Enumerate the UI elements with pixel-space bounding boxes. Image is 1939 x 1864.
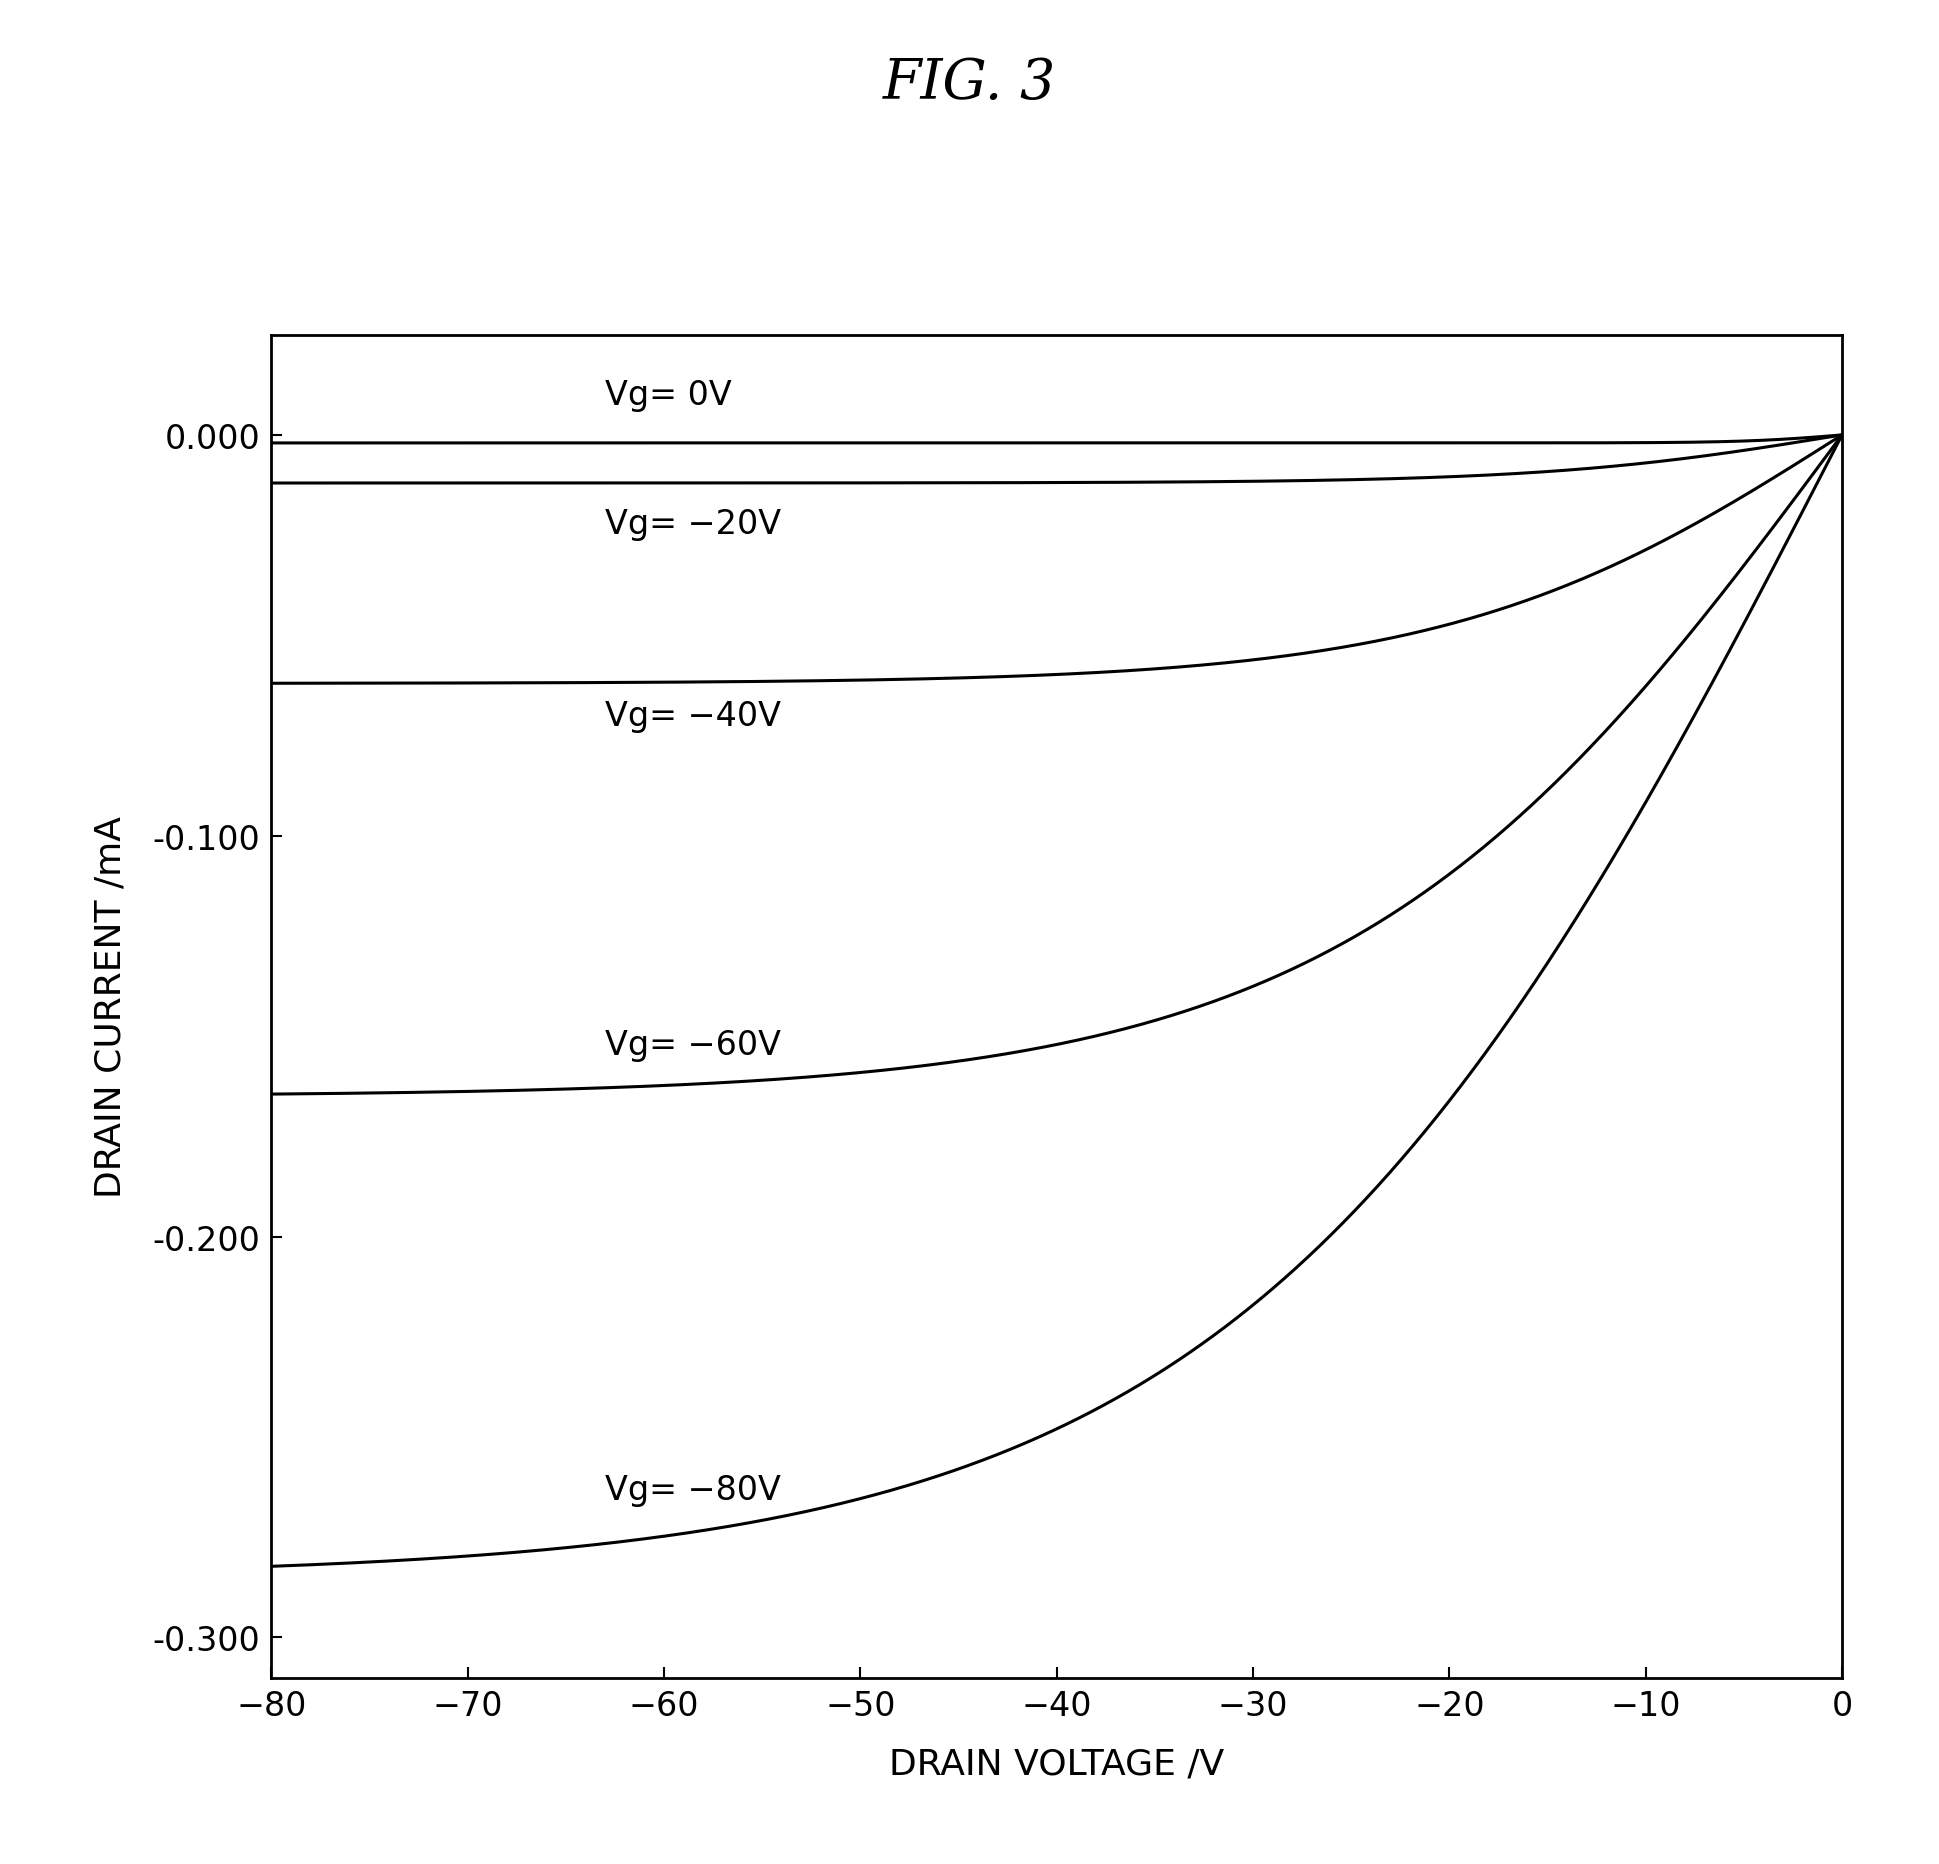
Text: Vg= 0V: Vg= 0V: [605, 378, 731, 412]
Y-axis label: DRAIN CURRENT /mA: DRAIN CURRENT /mA: [93, 816, 128, 1197]
Text: Vg= −60V: Vg= −60V: [605, 1029, 781, 1061]
Text: Vg= −40V: Vg= −40V: [605, 699, 781, 733]
Text: FIG. 3: FIG. 3: [882, 56, 1057, 112]
Text: Vg= −20V: Vg= −20V: [605, 507, 781, 541]
Text: Vg= −80V: Vg= −80V: [605, 1473, 781, 1506]
X-axis label: DRAIN VOLTAGE /V: DRAIN VOLTAGE /V: [890, 1747, 1224, 1780]
